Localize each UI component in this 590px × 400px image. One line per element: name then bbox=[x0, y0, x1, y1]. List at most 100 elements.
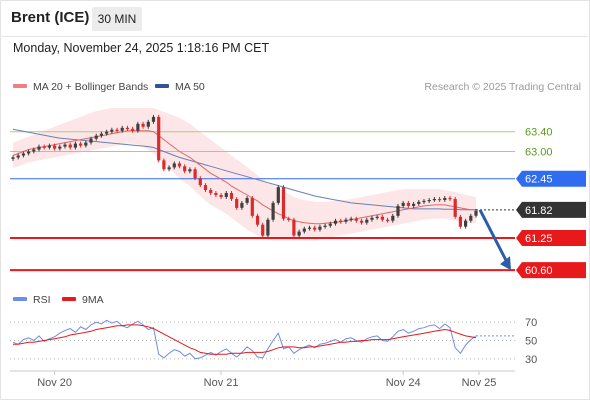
candle-body bbox=[443, 198, 447, 200]
candle-body bbox=[313, 227, 317, 230]
candle-body bbox=[167, 167, 171, 170]
candle-body bbox=[406, 202, 410, 206]
rsi-line bbox=[12, 319, 477, 360]
candle-body bbox=[370, 217, 374, 220]
candle-body bbox=[162, 160, 166, 170]
rsi-tick-label: 30 bbox=[525, 354, 537, 366]
candle-body bbox=[448, 198, 452, 200]
candle-body bbox=[141, 123, 145, 127]
candle-body bbox=[73, 143, 77, 148]
main-legend: MA 20 + Bollinger Bands MA 50 Research ©… bbox=[13, 81, 581, 93]
candle-body bbox=[146, 121, 150, 127]
candle-body bbox=[323, 225, 327, 227]
rsi-tick-label: 70 bbox=[525, 317, 537, 329]
candle-body bbox=[380, 216, 384, 220]
candle-body bbox=[198, 178, 202, 186]
x-axis-tick-label: Nov 21 bbox=[204, 377, 239, 389]
candle-body bbox=[240, 202, 244, 208]
candle-body bbox=[79, 143, 83, 146]
rsi-legend: RSI 9MA bbox=[13, 294, 104, 306]
candle-body bbox=[42, 146, 46, 148]
rsi-tick-label: 50 bbox=[525, 336, 537, 348]
candle-body bbox=[214, 193, 218, 195]
support-level-label: 61.25 bbox=[525, 233, 553, 245]
candle-body bbox=[32, 149, 36, 152]
candle-body bbox=[110, 129, 114, 132]
candle-body bbox=[417, 201, 421, 204]
current-level-tag bbox=[516, 201, 586, 218]
candle-body bbox=[68, 144, 72, 148]
forecast-arrow bbox=[478, 209, 511, 271]
candle-body bbox=[250, 198, 254, 216]
candle-body bbox=[172, 163, 176, 168]
candle-body bbox=[464, 220, 468, 227]
candle-body bbox=[344, 219, 348, 222]
candle-body bbox=[21, 153, 25, 156]
candle-body bbox=[125, 127, 129, 129]
candle-body bbox=[292, 219, 296, 236]
bollinger-band bbox=[13, 108, 476, 241]
candle-body bbox=[203, 185, 208, 190]
candlesticks bbox=[11, 114, 478, 238]
candle-body bbox=[188, 169, 192, 172]
candle-body bbox=[307, 227, 312, 229]
timeframe-button[interactable]: 30 MIN bbox=[92, 7, 142, 31]
candle-body bbox=[271, 202, 275, 220]
candle-body bbox=[354, 218, 358, 221]
candle-body bbox=[469, 215, 473, 221]
x-axis-tick-label: Nov 25 bbox=[462, 377, 497, 389]
x-axis-tick-label: Nov 20 bbox=[37, 377, 72, 389]
candle-body bbox=[318, 226, 322, 230]
x-axis: Nov 20 Nov 21 Nov 24 Nov 25 bbox=[10, 370, 515, 389]
rsi-ma-line bbox=[13, 324, 477, 355]
candle-body bbox=[47, 145, 51, 148]
candle-body bbox=[339, 220, 343, 222]
candle-body bbox=[183, 166, 187, 172]
candle-body bbox=[375, 216, 379, 218]
candle-body bbox=[255, 215, 260, 225]
candle-body bbox=[58, 146, 62, 149]
price-levels bbox=[10, 131, 515, 272]
rsi-panel: 70 50 30 bbox=[10, 317, 537, 366]
candle-body bbox=[438, 199, 442, 201]
candle-body bbox=[115, 129, 119, 131]
forecast-arrowhead bbox=[500, 256, 511, 271]
candle-body bbox=[302, 228, 306, 232]
candle-body bbox=[297, 231, 301, 236]
candle-body bbox=[349, 218, 353, 220]
candle-body bbox=[245, 198, 249, 203]
candle-body bbox=[396, 205, 400, 216]
legend-swatch-ma20 bbox=[13, 84, 27, 88]
chart-datetime: Monday, November 24, 2025 1:18:16 PM CET bbox=[13, 41, 270, 55]
candle-body bbox=[11, 157, 15, 159]
candle-body bbox=[281, 187, 286, 219]
candle-body bbox=[224, 193, 228, 197]
support-level-tag bbox=[516, 262, 586, 279]
legend-swatch-ma50 bbox=[155, 84, 169, 88]
candle-body bbox=[84, 142, 88, 146]
level-labels: 63.40 63.00 62.45 61.82 61.25 60.60 bbox=[516, 127, 586, 279]
instrument-title: Brent (ICE) bbox=[11, 9, 90, 26]
candle-body bbox=[209, 190, 213, 194]
candle-body bbox=[333, 220, 338, 224]
candle-body bbox=[266, 219, 270, 236]
legend-label-ma50: MA 50 bbox=[175, 81, 205, 93]
candle-body bbox=[391, 215, 395, 221]
candle-body bbox=[120, 127, 124, 131]
candle-body bbox=[136, 123, 140, 131]
support-level-tag bbox=[516, 230, 586, 247]
legend-label-9ma: 9MA bbox=[82, 294, 104, 306]
legend-swatch-9ma bbox=[62, 297, 76, 301]
candle-body bbox=[276, 187, 280, 203]
candle-body bbox=[53, 145, 57, 149]
candle-body bbox=[99, 133, 103, 136]
x-axis-tick-label: Nov 24 bbox=[386, 377, 421, 389]
candle-body bbox=[193, 169, 197, 179]
legend-swatch-rsi bbox=[13, 297, 27, 301]
candle-body bbox=[16, 155, 20, 158]
candle-body bbox=[401, 202, 405, 206]
candle-body bbox=[105, 131, 109, 134]
resistance-level-tag bbox=[516, 170, 586, 187]
target-level-label: 63.00 bbox=[525, 147, 553, 159]
